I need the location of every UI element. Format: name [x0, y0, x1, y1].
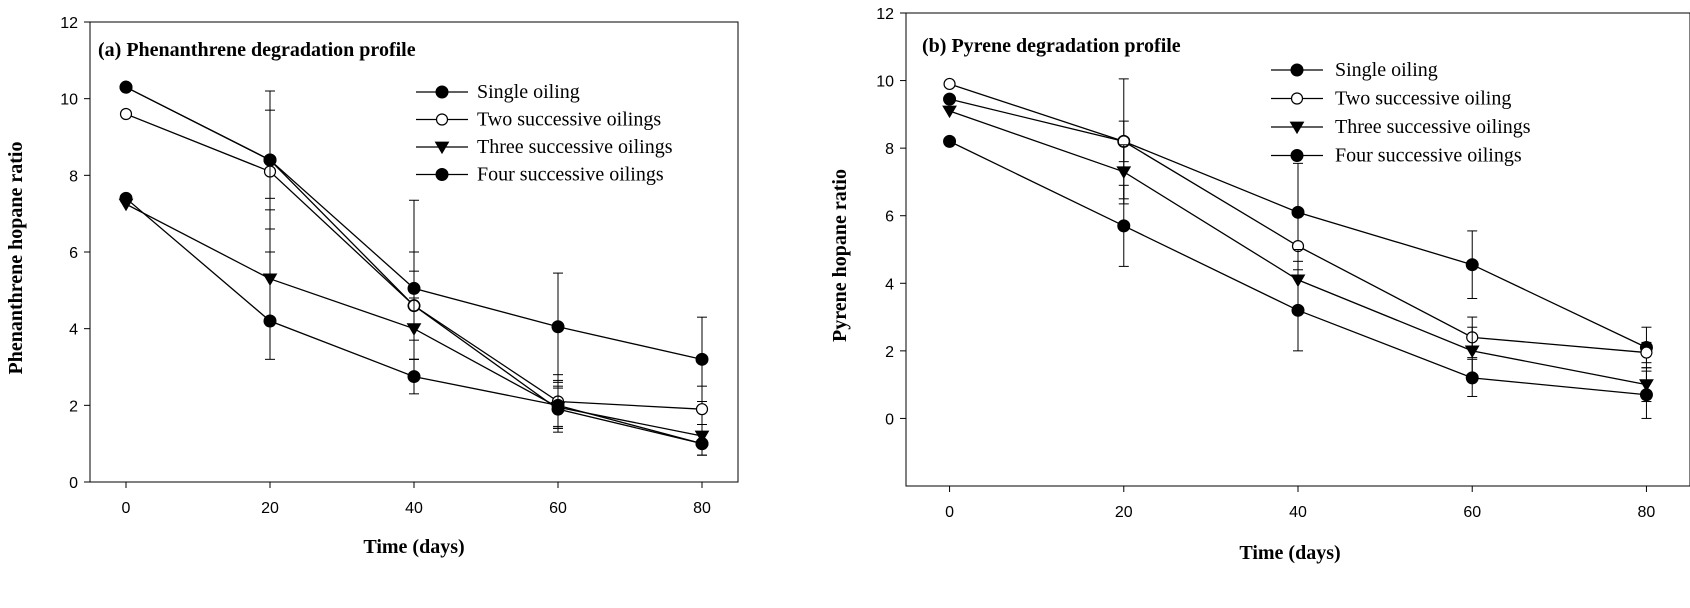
y-tick-label: 6 — [69, 245, 78, 262]
data-point — [119, 80, 133, 94]
data-point — [1117, 219, 1131, 233]
data-point — [262, 273, 278, 286]
legend-label: Three successive oilings — [1335, 116, 1531, 138]
legend-item: Single oiling — [416, 81, 580, 103]
chart-title: (b) Pyrene degradation profile — [922, 35, 1181, 57]
y-tick-label: 6 — [885, 209, 894, 226]
data-point — [695, 352, 709, 366]
series-5 — [119, 80, 709, 402]
x-tick-label: 80 — [1638, 504, 1656, 521]
legend-item: Three successive oilings — [1271, 116, 1531, 138]
x-tick-label: 80 — [693, 500, 711, 517]
y-axis-title: Phenanthrene hopane ratio — [5, 142, 27, 375]
legend-item: Two successive oiling — [1271, 88, 1511, 110]
y-tick-label: 12 — [876, 6, 894, 23]
y-tick-label: 8 — [885, 141, 894, 158]
legend-marker — [434, 141, 450, 155]
data-point — [942, 105, 957, 119]
legend-marker — [435, 113, 449, 126]
data-point — [943, 134, 957, 148]
data-point — [263, 314, 277, 328]
legend-label: Two successive oilings — [477, 109, 661, 131]
data-point — [551, 320, 565, 334]
data-point — [695, 437, 709, 451]
data-point — [1640, 346, 1653, 359]
data-point — [119, 107, 133, 121]
y-tick-label: 2 — [69, 398, 78, 415]
x-tick-label: 20 — [261, 500, 279, 517]
data-point — [263, 153, 277, 167]
x-tick-label: 40 — [405, 500, 423, 517]
x-axis-title: Time (days) — [1239, 542, 1340, 564]
legend-marker — [1290, 149, 1304, 162]
x-tick-label: 60 — [549, 500, 567, 517]
series-4 — [943, 134, 1653, 419]
data-point — [1116, 166, 1132, 179]
data-point — [1291, 303, 1305, 317]
x-tick-label: 20 — [1115, 504, 1133, 521]
x-tick-label: 60 — [1463, 504, 1481, 521]
data-point — [943, 77, 956, 91]
data-point — [1465, 371, 1479, 385]
y-tick-label: 10 — [876, 74, 894, 91]
legend: Single oiling Two successive oilings Three… — [416, 81, 673, 186]
y-tick-label: 10 — [60, 92, 78, 109]
legend-label: Single oiling — [477, 81, 580, 103]
legend-label: Two successive oiling — [1335, 88, 1511, 110]
legend-marker — [435, 168, 449, 181]
data-point — [407, 281, 421, 295]
chart-panel-a: 0 2 4 6 8 10 12 0 20 40 60 80 Time (days) Phenanthren… — [5, 15, 739, 558]
legend-marker — [1290, 92, 1304, 105]
y-axis-title: Pyrene hopane ratio — [829, 169, 851, 342]
y-tick-label: 2 — [885, 344, 894, 361]
legend-label: Three successive oilings — [477, 136, 673, 158]
legend-item: Four successive oilings — [1271, 145, 1522, 167]
legend: Single oiling Two successive oiling Three … — [1271, 59, 1531, 167]
legend-item: Three successive oilings — [416, 136, 673, 158]
data-point — [943, 92, 957, 106]
x-axis-title: Time (days) — [363, 536, 464, 558]
y-tick-label: 0 — [69, 475, 78, 492]
y-tick-label: 12 — [60, 15, 78, 32]
legend-item: Single oiling — [1271, 59, 1438, 81]
legend-label: Single oiling — [1335, 59, 1438, 81]
x-tick-label: 0 — [945, 504, 954, 521]
data-point — [119, 191, 133, 205]
y-tick-label: 4 — [69, 322, 78, 339]
legend-marker — [435, 85, 449, 99]
data-point — [1639, 388, 1653, 402]
data-point — [551, 398, 565, 412]
y-tick-label: 0 — [885, 411, 894, 428]
legend-label: Four successive oilings — [477, 164, 664, 186]
legend-label: Four successive oilings — [1335, 145, 1522, 167]
chart-panel-b: 0 2 4 6 8 10 12 0 20 40 60 80 Time (days) Pyrene hopa… — [829, 6, 1690, 564]
data-point — [1465, 258, 1479, 272]
legend-item: Two successive oilings — [416, 109, 661, 131]
x-tick-label: 40 — [1289, 504, 1307, 521]
legend-marker — [1289, 121, 1305, 135]
y-tick-label: 8 — [69, 168, 78, 185]
x-tick-label: 0 — [122, 500, 131, 517]
y-tick-label: 4 — [885, 276, 894, 293]
legend-item: Four successive oilings — [416, 164, 664, 186]
chart-title: (a) Phenanthrene degradation profile — [98, 39, 416, 61]
data-point — [695, 403, 709, 416]
legend-marker — [1290, 63, 1304, 77]
data-point — [1464, 345, 1480, 359]
